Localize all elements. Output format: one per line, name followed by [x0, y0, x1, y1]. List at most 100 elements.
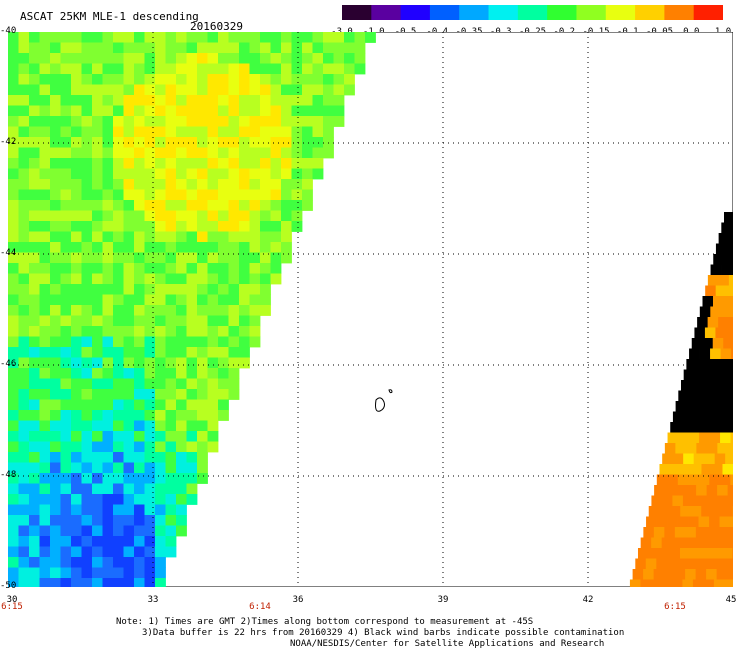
swath-cell [312, 147, 324, 159]
swath-cell [29, 315, 40, 327]
swath-cell [60, 126, 72, 138]
swath-cell [260, 42, 271, 54]
swath-cell [176, 63, 187, 75]
swath-cell [29, 557, 40, 568]
swath-cell [207, 242, 219, 253]
swath-cell [260, 221, 271, 232]
swath-cell [707, 317, 719, 328]
swath-cell [155, 84, 166, 96]
swath-cell [81, 116, 93, 127]
swath-cell [123, 494, 135, 505]
swath-cell [39, 147, 51, 159]
swath-cell [134, 515, 145, 526]
swath-cell [650, 579, 662, 587]
swath-cell [113, 126, 124, 138]
swath-cell [720, 390, 732, 402]
swath-cell [92, 294, 103, 306]
swath-cell [71, 431, 82, 442]
colorbar-swatch [488, 5, 519, 20]
swath-cell [39, 263, 51, 274]
swath-cell [695, 527, 707, 538]
swath-cell [71, 389, 82, 400]
swath-cell [207, 252, 219, 264]
swath-cell [687, 558, 699, 570]
swath-cell [81, 336, 93, 348]
swath-cell [186, 441, 198, 453]
swath-cell [39, 284, 51, 295]
swath-cell [123, 410, 135, 421]
swath-cell [113, 231, 124, 243]
swath-cell [228, 200, 240, 211]
swath-cell [176, 53, 187, 64]
swath-cell [155, 378, 166, 390]
swath-cell [691, 338, 703, 349]
swath-cell [18, 32, 30, 43]
swath-cell [323, 95, 334, 106]
swath-cell [50, 221, 61, 232]
colorbar-swatch [547, 5, 577, 20]
swath-cell [123, 294, 135, 306]
swath-cell [92, 147, 103, 159]
swath-cell [113, 546, 124, 558]
swath-cell [239, 168, 250, 180]
swath-cell [165, 399, 177, 411]
swath-cell [134, 168, 145, 180]
swath-cell [134, 242, 145, 253]
swath-cell [186, 378, 198, 390]
swath-cell [302, 189, 313, 201]
swath-cell [81, 462, 93, 474]
swath-cell [60, 200, 72, 211]
swath-cell [81, 326, 93, 337]
swath-cell [39, 221, 51, 232]
swath-cell [228, 315, 240, 327]
swath-cell [228, 305, 240, 316]
swath-cell [18, 221, 30, 232]
swath-cell [260, 137, 271, 148]
swath-cell [323, 63, 334, 75]
swath-cell [165, 273, 177, 285]
swath-cell [71, 315, 82, 327]
swath-cell [724, 579, 733, 587]
swath-cell [197, 347, 208, 358]
swath-cell [165, 420, 177, 432]
swath-cell [270, 242, 282, 253]
swath-cell [165, 326, 177, 337]
swath-cell [155, 336, 166, 348]
swath-cell [667, 516, 678, 528]
swath-cell [218, 210, 229, 222]
swath-cell [302, 200, 313, 211]
swath-cell [176, 168, 187, 180]
swath-cell [81, 431, 93, 442]
note-line-2: 3)Data buffer is 22 hrs from 20160329 4)… [142, 628, 625, 638]
swath-cell [134, 200, 145, 211]
swath-cell [71, 210, 82, 222]
swath-cell [18, 95, 30, 106]
swath-cell [18, 147, 30, 159]
swath-cell [249, 231, 261, 243]
swath-cell [92, 368, 103, 379]
swath-cell [134, 137, 145, 148]
swath-cell [8, 179, 19, 190]
swath-cell [50, 504, 61, 516]
swath-cell [18, 168, 30, 180]
swath-cell [134, 95, 145, 106]
swath-cell [686, 359, 698, 370]
swath-cell [713, 254, 725, 265]
swath-cell [696, 359, 708, 370]
swath-cell [60, 557, 72, 568]
swath-cell [29, 389, 40, 400]
swath-cell [312, 168, 324, 180]
swath-cell [249, 315, 261, 327]
swath-cell [291, 32, 303, 43]
swath-cell [113, 494, 124, 505]
swath-cell [81, 284, 93, 295]
swath-cell [60, 158, 72, 169]
swath-cell [302, 158, 313, 169]
swath-cell [270, 231, 282, 243]
swath-cell [113, 483, 124, 495]
swath-cell [50, 326, 61, 337]
swath-cell [725, 327, 733, 339]
swath-cell [239, 315, 250, 327]
swath-cell [123, 462, 135, 474]
time-label-left: 6:15 [1, 602, 23, 612]
